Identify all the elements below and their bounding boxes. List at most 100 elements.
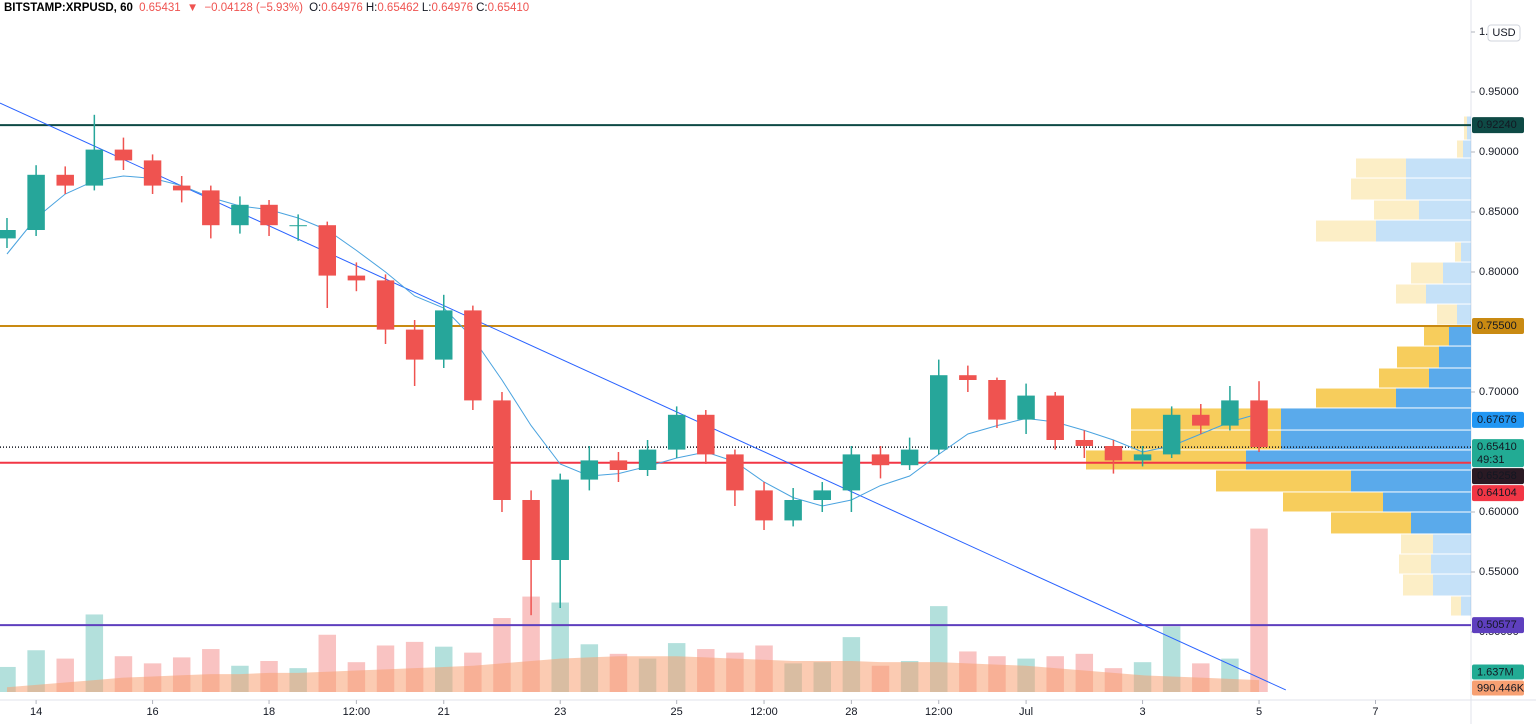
price-tag-label: 0.75500 <box>1477 320 1517 332</box>
candle-body <box>376 280 395 330</box>
profile-up <box>1411 512 1471 534</box>
x-tick-label: 16 <box>146 706 158 718</box>
candle-body <box>202 190 220 226</box>
profile-up <box>1431 554 1471 574</box>
last-price: 0.65431 <box>139 2 181 14</box>
profile-down <box>1457 140 1463 158</box>
candle-body <box>522 499 540 560</box>
candle-body <box>231 204 249 226</box>
candle-body <box>27 174 45 231</box>
ohlc-value: 0.64976 <box>321 2 363 14</box>
candle-body <box>1104 445 1123 461</box>
profile-up <box>1426 284 1471 304</box>
legend: BITSTAMP:XRPUSD, 60 0.65431 ▼ −0.04128 (… <box>4 0 536 16</box>
profile-up <box>1281 408 1471 430</box>
profile-down <box>1437 304 1457 325</box>
y-tick-label: 0.80000 <box>1479 266 1519 278</box>
profile-down <box>1216 470 1351 492</box>
candle-body <box>580 460 599 480</box>
price-tag-label: 0.65258 <box>1477 470 1517 482</box>
profile-down <box>1374 200 1419 220</box>
profile-down <box>1086 450 1246 470</box>
candle-body <box>464 310 482 401</box>
y-tick-label: 1. <box>1479 26 1488 38</box>
y-tick-label: 0.90000 <box>1479 146 1519 158</box>
price-tag <box>1472 485 1524 502</box>
x-tick-label: 21 <box>438 706 450 718</box>
profile-up <box>1457 304 1471 325</box>
ohlc-label: O: <box>309 2 322 14</box>
ohlc-label: L: <box>421 2 432 14</box>
candle-body <box>1046 395 1064 440</box>
x-tick-label: 18 <box>263 706 275 718</box>
x-tick-label: Jul <box>1019 706 1033 718</box>
plot <box>0 102 1471 692</box>
candle-body <box>667 414 686 450</box>
profile-up <box>1433 534 1471 554</box>
currency: USD <box>1492 27 1515 39</box>
currency-badge[interactable] <box>1487 24 1521 42</box>
candle-body <box>842 454 861 491</box>
price-tag-label: 0.50577 <box>1477 619 1517 631</box>
candle-body <box>726 454 744 491</box>
candle-body <box>289 225 307 227</box>
profile-down <box>1397 346 1439 368</box>
profile-down <box>1403 574 1433 596</box>
candle-body <box>930 375 948 450</box>
x-tick-label: 25 <box>671 706 683 718</box>
volume-bar <box>1162 626 1181 692</box>
profile-up <box>1383 492 1471 512</box>
profile-down <box>1356 158 1406 178</box>
price-tag <box>1472 468 1524 485</box>
symbol: BITSTAMP:XRPUSD, 60 <box>4 2 133 14</box>
x-tick-label: 12:00 <box>925 706 953 718</box>
candle-body <box>85 149 104 186</box>
y-tick-label: 0.70000 <box>1479 386 1519 398</box>
candle-body <box>900 449 919 466</box>
x-tick-label: 12:00 <box>750 706 778 718</box>
candle-body <box>755 490 773 521</box>
profile-up <box>1449 325 1471 346</box>
candle-body <box>1221 400 1239 426</box>
profile-up <box>1351 470 1471 492</box>
price-tag <box>1472 411 1524 428</box>
ohlc-value: 0.64976 <box>431 2 474 14</box>
price-tag <box>1472 117 1524 134</box>
candle-body <box>143 160 162 186</box>
volume-tag-label: 990.446K <box>1477 682 1525 694</box>
candle-body <box>551 479 569 560</box>
profile-down <box>1396 284 1426 304</box>
price-tag <box>1472 617 1524 634</box>
y-tick-label: 0.55000 <box>1479 566 1519 578</box>
ohlc-value: 0.65410 <box>487 2 530 14</box>
y-tick-label: 0.85000 <box>1479 206 1519 218</box>
price-tag-countdown: 49:31 <box>1477 454 1505 466</box>
arrow: ▼ <box>186 2 199 14</box>
profile-down <box>1399 554 1431 574</box>
profile-up <box>1406 158 1471 178</box>
volume-bar <box>1250 528 1268 692</box>
profile-up <box>1376 220 1471 242</box>
candle-body <box>609 460 628 470</box>
volume-bar <box>0 666 16 692</box>
volume-ma-area <box>6 656 1260 692</box>
volume-tag <box>1472 664 1524 680</box>
candle-body <box>959 375 977 380</box>
profile-up <box>1419 200 1471 220</box>
profile-up <box>1443 262 1471 284</box>
profile-down <box>1411 262 1443 284</box>
profile-up <box>1433 574 1471 596</box>
candle-body <box>260 204 278 226</box>
x-tick-label: 5 <box>1256 706 1262 718</box>
candle-body <box>1250 400 1268 448</box>
profile-down <box>1401 534 1433 554</box>
volume-bar <box>27 650 45 692</box>
candle-body <box>1133 454 1152 461</box>
profile-up <box>1439 346 1471 368</box>
profile-down <box>1464 116 1467 140</box>
candle-body <box>1192 414 1210 426</box>
candle-body <box>435 310 453 360</box>
price-tag-label: 0.67676 <box>1477 414 1517 426</box>
